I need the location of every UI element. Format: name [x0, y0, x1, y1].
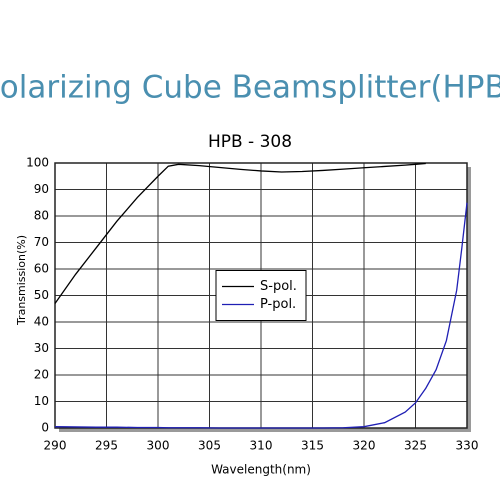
- y-tick-label: 20: [34, 368, 49, 382]
- series-line: [54, 162, 426, 304]
- legend-label: S-pol.: [260, 279, 297, 294]
- legend-box: [215, 270, 307, 321]
- chart-title: HPB - 308: [208, 132, 292, 152]
- x-tick-label: 300: [147, 439, 170, 453]
- x-tick-label: 320: [353, 439, 376, 453]
- y-tick-label: 50: [34, 288, 49, 302]
- y-tick-label: 70: [34, 235, 49, 249]
- x-axis-label: Wavelength(nm): [211, 463, 311, 477]
- y-tick-label: 90: [34, 182, 49, 196]
- y-tick-label: 10: [34, 394, 49, 408]
- y-tick-label: 40: [34, 315, 49, 329]
- page-heading: Polarizing Cube Beamsplitter(HPB): [0, 70, 500, 106]
- x-tick-label: 295: [95, 439, 118, 453]
- y-tick-label: 100: [26, 156, 49, 170]
- x-tick-label: 325: [404, 439, 427, 453]
- x-tick-label: 305: [198, 439, 221, 453]
- y-tick-label: 0: [41, 421, 49, 435]
- y-axis-label: Transmission(%): [15, 235, 28, 326]
- series-line: [54, 202, 468, 429]
- x-tick-label: 290: [44, 439, 67, 453]
- x-tick-label: 315: [301, 439, 324, 453]
- y-tick-label: 80: [34, 209, 49, 223]
- x-tick-label: 330: [456, 439, 479, 453]
- x-tick-label: 310: [250, 439, 273, 453]
- y-tick-label: 60: [34, 262, 49, 276]
- legend-label: P-pol.: [260, 297, 296, 312]
- y-tick-label: 30: [34, 341, 49, 355]
